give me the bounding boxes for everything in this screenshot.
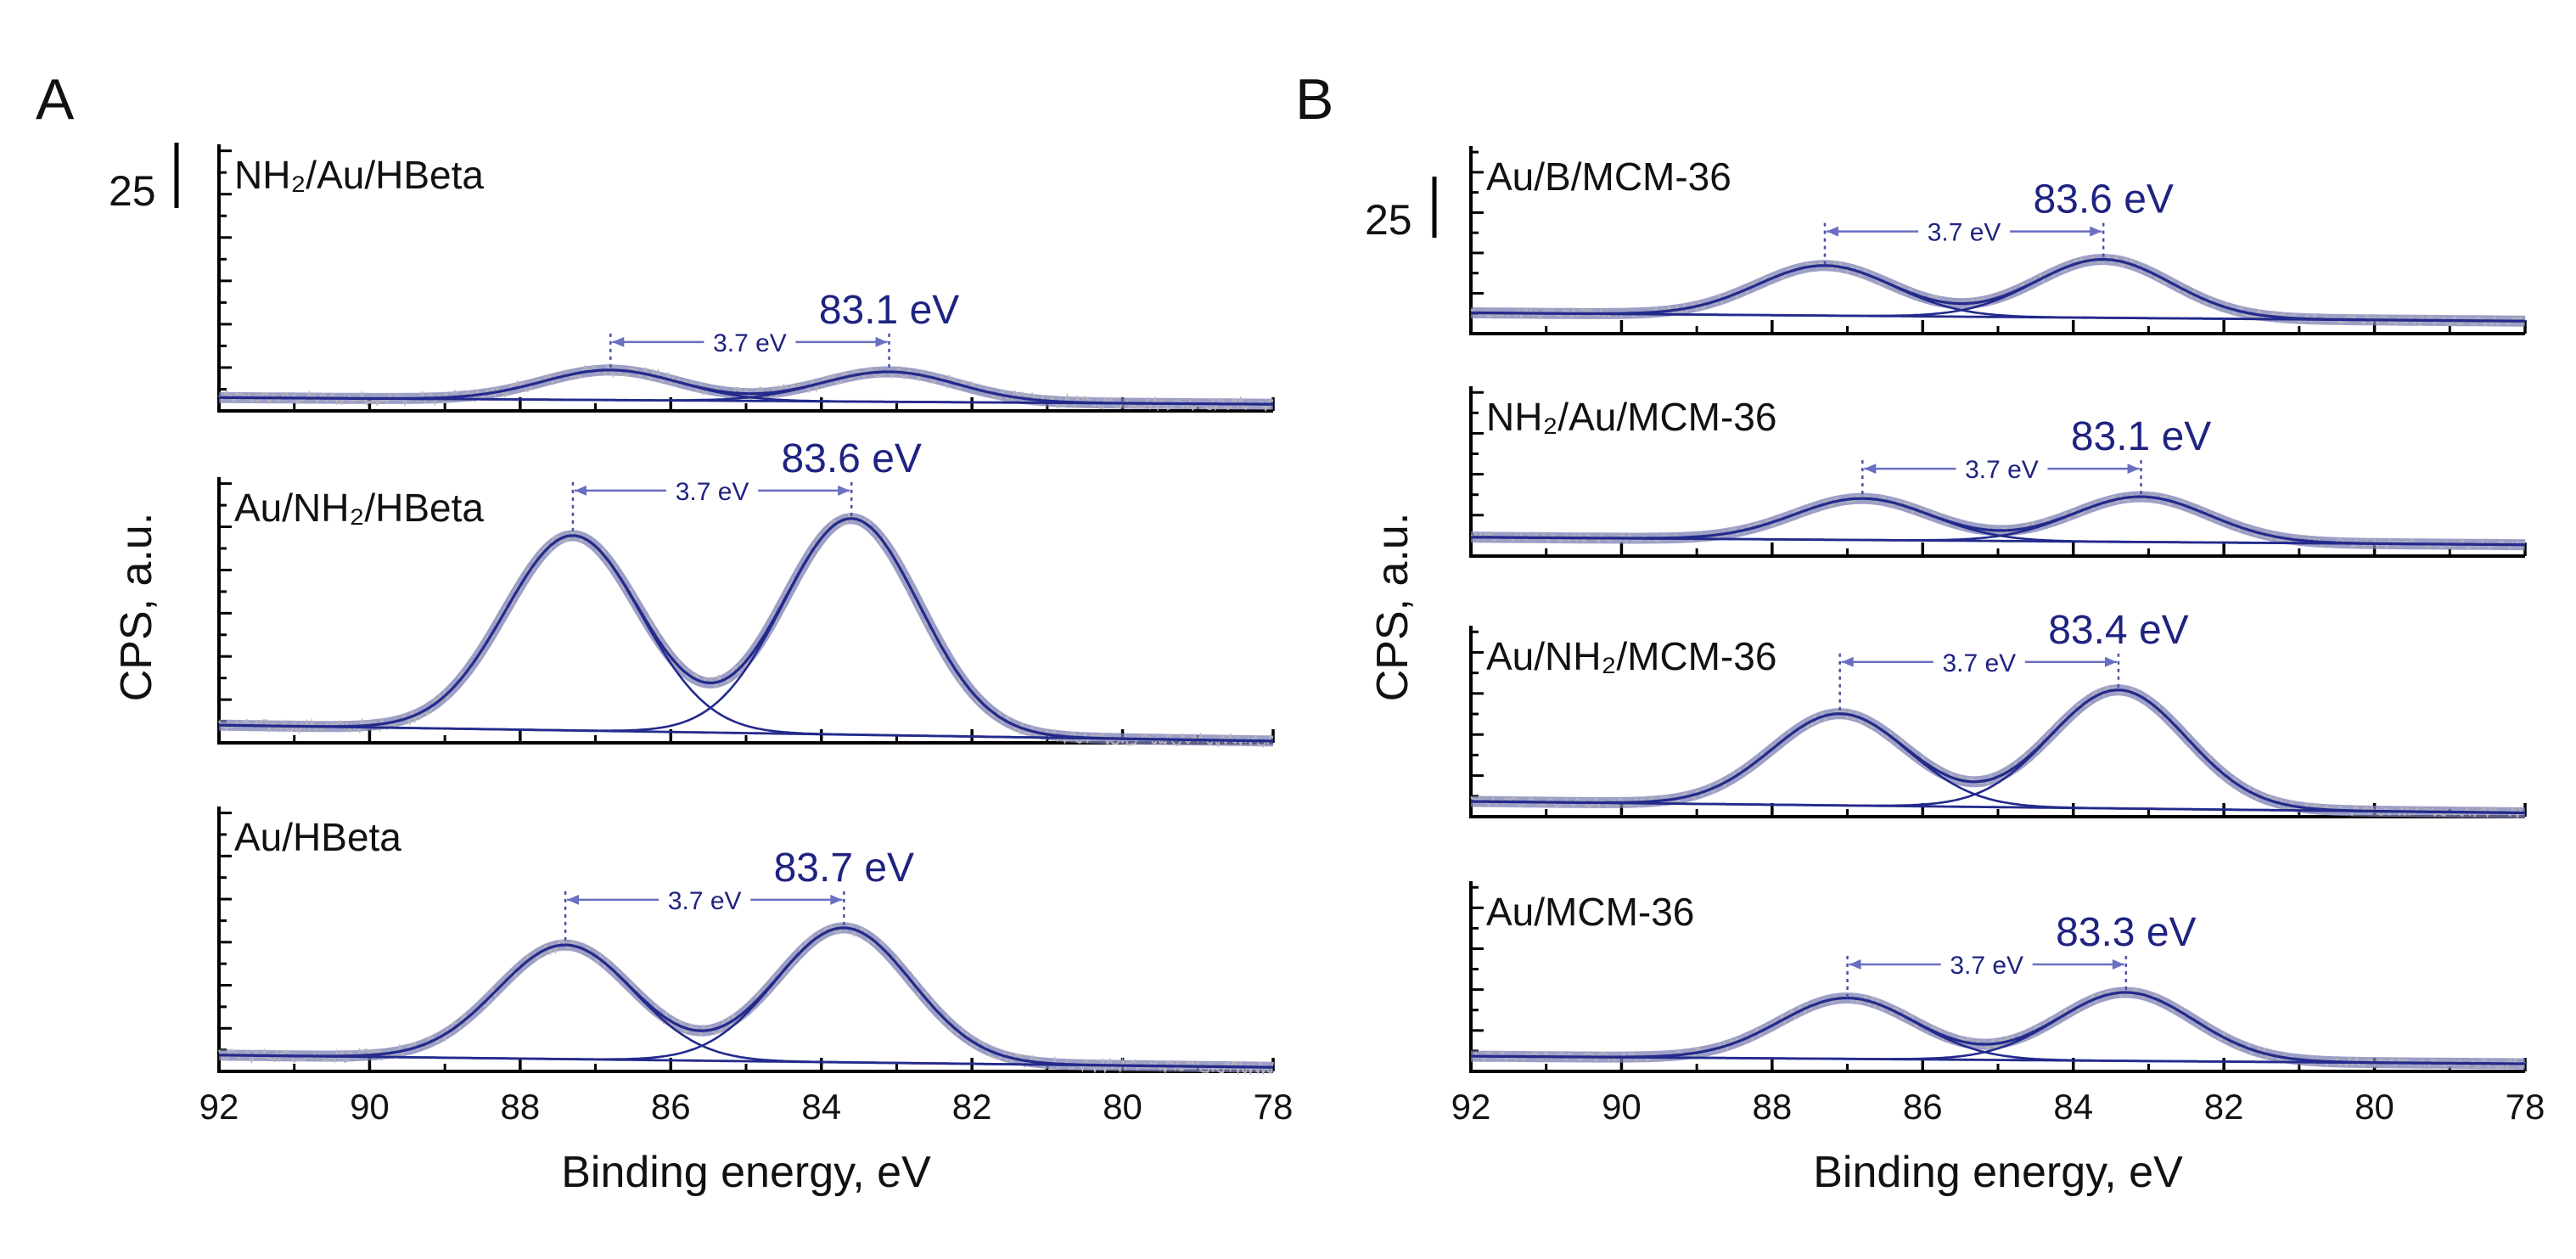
sample-label: Au/HBeta xyxy=(234,815,401,859)
scale-bar-label: 25 xyxy=(1365,196,1412,244)
component-au4f7-line xyxy=(1471,689,2525,814)
separation-label-bg xyxy=(666,473,759,508)
arrow-head xyxy=(2112,959,2124,970)
separation-label: 3.7 eV xyxy=(1942,649,2016,677)
envelope-band xyxy=(1468,684,2528,818)
component-au4f5-line xyxy=(218,534,1273,743)
fit-envelope-line xyxy=(1471,689,2525,815)
separation-label-bg xyxy=(1940,947,2033,982)
scale-bar-label: 25 xyxy=(109,167,156,215)
separation-label: 3.7 eV xyxy=(1965,456,2039,484)
spectrum-subplot: 3.7 eV 83.6 eV Au/NH₂/HBeta xyxy=(216,436,1277,748)
x-tick-label: 84 xyxy=(801,1087,841,1127)
peak-energy-label: 83.6 eV xyxy=(2033,177,2173,222)
peak-energy-label: 83.6 eV xyxy=(781,436,921,481)
x-tick-label: 80 xyxy=(2354,1087,2394,1127)
sample-label: Au/MCM-36 xyxy=(1486,890,1694,934)
x-tick-label: 92 xyxy=(199,1087,239,1127)
peak-energy-label: 83.1 eV xyxy=(819,288,959,333)
arrow-head xyxy=(2104,656,2117,667)
arrow-head xyxy=(1841,656,1854,667)
separation-label: 3.7 eV xyxy=(668,887,742,915)
arrow-head xyxy=(1864,464,1877,475)
x-tick-label: 88 xyxy=(1752,1087,1792,1127)
arrow-head xyxy=(1849,959,1861,970)
peak-energy-label: 83.3 eV xyxy=(2056,910,2196,955)
separation-label: 3.7 eV xyxy=(676,478,749,506)
arrow-head xyxy=(875,336,888,347)
separation-label: 3.7 eV xyxy=(1928,219,2001,247)
separation-label: 3.7 eV xyxy=(713,329,787,357)
y-axis-label: CPS, a.u. xyxy=(112,513,161,702)
arrow-head xyxy=(567,894,580,905)
arrow-head xyxy=(838,485,850,496)
sample-label: Au/NH₂/MCM-36 xyxy=(1486,634,1776,678)
envelope-band xyxy=(216,513,1277,747)
separation-label-bg xyxy=(1933,644,2025,679)
fit-envelope-line xyxy=(1470,258,2526,323)
arrow-head xyxy=(2127,464,2140,475)
spectrum-subplot: 3.7 eV 83.4 eV Au/NH₂/MCM-36 xyxy=(1468,608,2528,819)
arrow-head xyxy=(2090,226,2102,237)
fit-envelope-line xyxy=(1471,991,2525,1065)
envelope-band xyxy=(216,922,1277,1073)
spectrum-subplot: 3.7 eV 83.6 eV Au/B/MCM-36 xyxy=(1468,146,2528,335)
arrow-head xyxy=(830,894,843,905)
spectrum-subplot: 92 90 88 86 84 82 80 78 3.7 eV 83.7 eV Au/HBeta xyxy=(199,807,1294,1127)
y-axis-label: CPS, a.u. xyxy=(1368,513,1417,702)
peak-energy-label: 83.7 eV xyxy=(774,846,914,891)
x-tick-label: 80 xyxy=(1103,1087,1142,1127)
panel-label: A xyxy=(36,67,75,132)
separation-label: 3.7 eV xyxy=(1950,952,2023,980)
raw-data-line xyxy=(218,512,1274,748)
spectrum-subplot: 3.7 eV 83.1 eV NH₂/Au/HBeta xyxy=(216,144,1277,413)
fit-envelope-line xyxy=(219,926,1273,1069)
peak-energy-label: 83.4 eV xyxy=(2048,608,2188,653)
component-au4f7-line xyxy=(218,517,1273,743)
arrow-head xyxy=(574,485,586,496)
separation-label-bg xyxy=(1956,452,2048,486)
x-axis-label: Binding energy, eV xyxy=(561,1148,931,1197)
sample-label: Au/NH₂/HBeta xyxy=(234,486,484,530)
panel-label: B xyxy=(1295,67,1333,132)
x-tick-label: 82 xyxy=(2204,1087,2244,1127)
x-tick-label: 86 xyxy=(1903,1087,1943,1127)
x-tick-label: 90 xyxy=(350,1087,390,1127)
separation-label-bg xyxy=(1918,214,2011,249)
separation-label-bg xyxy=(704,324,796,359)
x-tick-label: 92 xyxy=(1451,1087,1491,1127)
component-au4f7-line xyxy=(219,926,1273,1069)
fit-envelope-line xyxy=(218,517,1273,743)
x-tick-label: 86 xyxy=(651,1087,691,1127)
fit-envelope-line xyxy=(1471,495,2526,547)
x-axis-label: Binding energy, eV xyxy=(1813,1148,2183,1197)
arrow-head xyxy=(1826,226,1838,237)
separation-label-bg xyxy=(659,882,751,917)
sample-label: NH₂/Au/HBeta xyxy=(234,153,484,197)
fit-envelope-line xyxy=(219,368,1273,406)
x-tick-label: 78 xyxy=(2506,1087,2545,1127)
x-tick-label: 82 xyxy=(952,1087,992,1127)
sample-label: NH₂/Au/MCM-36 xyxy=(1486,395,1776,439)
sample-label: Au/B/MCM-36 xyxy=(1486,155,1731,199)
x-tick-label: 90 xyxy=(1602,1087,1642,1127)
x-tick-label: 78 xyxy=(1254,1087,1294,1127)
envelope-band xyxy=(1468,986,2528,1070)
arrow-head xyxy=(612,336,625,347)
spectrum-subplot: 3.7 eV 83.1 eV NH₂/Au/MCM-36 xyxy=(1468,386,2528,558)
x-tick-label: 88 xyxy=(500,1087,540,1127)
peak-energy-label: 83.1 eV xyxy=(2071,414,2211,459)
spectrum-subplot: 92 90 88 86 84 82 80 78 3.7 eV 83.3 eV Au/MCM-36 xyxy=(1451,881,2545,1127)
raw-data-line xyxy=(218,923,1274,1076)
raw-data-line xyxy=(1470,987,2526,1070)
x-tick-label: 84 xyxy=(2053,1087,2093,1127)
